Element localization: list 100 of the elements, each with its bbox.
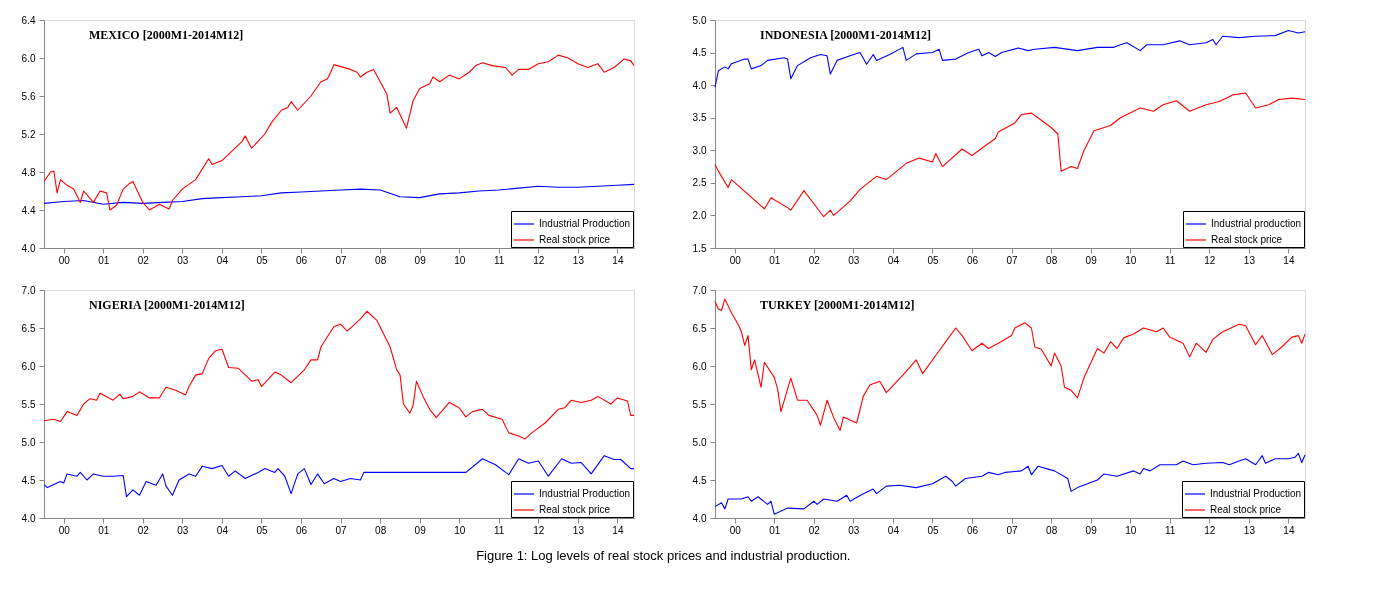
x-tick-label: 00 <box>729 254 742 266</box>
x-tick-label: 13 <box>572 524 585 536</box>
x-tick-label: 04 <box>216 254 229 266</box>
legend-label: Industrial Production <box>539 218 631 229</box>
line-series <box>43 54 635 211</box>
x-tick-label: 10 <box>1125 254 1137 266</box>
x-tick-label: 06 <box>295 524 308 536</box>
x-tick-label: 02 <box>808 524 821 536</box>
x-tick-label: 04 <box>887 524 900 536</box>
x-tick-label: 05 <box>256 254 268 266</box>
x-tick-label: 14 <box>612 524 624 536</box>
x-tick-label: 09 <box>1085 254 1098 266</box>
y-tick-label: 4.5 <box>692 474 707 486</box>
x-tick-label: 09 <box>414 524 427 536</box>
y-tick-label: 7.0 <box>21 284 36 296</box>
y-tick-label: 4.4 <box>21 204 36 216</box>
x-tick-label: 11 <box>494 254 505 266</box>
legend-label: Real stock price <box>539 504 611 515</box>
x-tick-label: 14 <box>1283 254 1295 266</box>
line-series <box>714 29 1306 88</box>
x-tick-label: 01 <box>98 524 110 536</box>
legend-label: Industrial production <box>1211 218 1302 229</box>
legend-label: Real stock price <box>539 234 611 245</box>
y-tick-label: 5.5 <box>692 398 707 410</box>
x-tick-label: 11 <box>1165 254 1176 266</box>
y-tick-label: 6.0 <box>692 360 707 372</box>
x-tick-label: 09 <box>414 254 427 266</box>
legend-label: Industrial Production <box>539 488 631 499</box>
x-tick-label: 01 <box>769 524 781 536</box>
y-tick-label: 7.0 <box>692 284 707 296</box>
x-tick-label: 14 <box>612 254 624 266</box>
y-tick-label: 5.0 <box>692 436 707 448</box>
y-tick-label: 6.5 <box>692 322 707 334</box>
y-tick-label: 4.5 <box>21 474 36 486</box>
x-tick-label: 04 <box>887 254 900 266</box>
y-tick-label: 5.2 <box>21 128 36 140</box>
text: NIGERIA [2000M1-2014M12] <box>89 298 245 312</box>
x-tick-label: 00 <box>58 254 71 266</box>
line-series <box>714 92 1306 218</box>
x-tick-label: 06 <box>295 254 308 266</box>
line-series <box>43 310 635 440</box>
y-tick-label: 5.0 <box>21 436 36 448</box>
x-tick-label: 07 <box>1006 524 1019 536</box>
y-tick-label: 6.5 <box>21 322 36 334</box>
x-tick-label: 06 <box>966 254 979 266</box>
caption: Figure 1: Log levels of real stock prices and industrial production. <box>476 547 851 563</box>
x-tick-label: 12 <box>533 524 545 536</box>
y-tick-label: 4.0 <box>21 242 36 254</box>
y-tick-label: 6.0 <box>21 52 36 64</box>
y-tick-label: 1.5 <box>692 242 707 254</box>
x-tick-label: 05 <box>256 524 268 536</box>
x-tick-label: 10 <box>454 254 466 266</box>
x-tick-label: 02 <box>137 254 150 266</box>
x-tick-label: 08 <box>1046 254 1058 266</box>
y-tick-label: 5.5 <box>21 398 36 410</box>
x-tick-label: 11 <box>1165 524 1176 536</box>
x-tick-label: 12 <box>1204 524 1216 536</box>
x-tick-label: 01 <box>98 254 110 266</box>
y-tick-label: 5.0 <box>692 14 707 26</box>
x-tick-label: 03 <box>848 524 860 536</box>
x-tick-label: 08 <box>375 254 387 266</box>
x-tick-label: 12 <box>1204 254 1216 266</box>
y-tick-label: 3.5 <box>692 112 707 124</box>
x-tick-label: 11 <box>494 524 505 536</box>
y-tick-label: 2.5 <box>692 177 707 189</box>
x-tick-label: 02 <box>808 254 821 266</box>
y-tick-label: 4.5 <box>692 47 707 59</box>
y-tick-label: 4.0 <box>692 79 707 91</box>
x-tick-label: 10 <box>454 524 466 536</box>
x-tick-label: 01 <box>769 254 781 266</box>
x-tick-label: 13 <box>572 254 585 266</box>
line-series <box>43 455 635 498</box>
line-series <box>714 298 1306 432</box>
y-tick-label: 4.0 <box>692 512 707 524</box>
x-tick-label: 00 <box>58 524 71 536</box>
legend-label: Real stock price <box>1211 234 1283 245</box>
text: INDONESIA [2000M1-2014M12] <box>760 28 931 42</box>
text: MEXICO [2000M1-2014M12] <box>89 28 244 42</box>
legend-label: Industrial Production <box>1210 488 1302 499</box>
x-tick-label: 08 <box>375 524 387 536</box>
y-tick-label: 6.4 <box>21 14 36 26</box>
x-tick-label: 13 <box>1243 254 1256 266</box>
x-tick-label: 03 <box>848 254 860 266</box>
x-tick-label: 00 <box>729 524 742 536</box>
x-tick-label: 10 <box>1125 524 1137 536</box>
x-tick-label: 05 <box>927 254 939 266</box>
x-tick-label: 07 <box>335 254 348 266</box>
line-series <box>714 452 1306 515</box>
text: TURKEY [2000M1-2014M12] <box>760 298 915 312</box>
x-tick-label: 07 <box>335 524 348 536</box>
y-tick-label: 5.6 <box>21 90 36 102</box>
x-tick-label: 13 <box>1243 524 1256 536</box>
line-series <box>43 183 635 205</box>
y-tick-label: 4.8 <box>21 166 36 178</box>
y-tick-label: 3.0 <box>692 144 707 156</box>
x-tick-label: 08 <box>1046 524 1058 536</box>
legend-label: Real stock price <box>1210 504 1282 515</box>
x-tick-label: 09 <box>1085 524 1098 536</box>
x-tick-label: 03 <box>177 254 189 266</box>
y-tick-label: 4.0 <box>21 512 36 524</box>
